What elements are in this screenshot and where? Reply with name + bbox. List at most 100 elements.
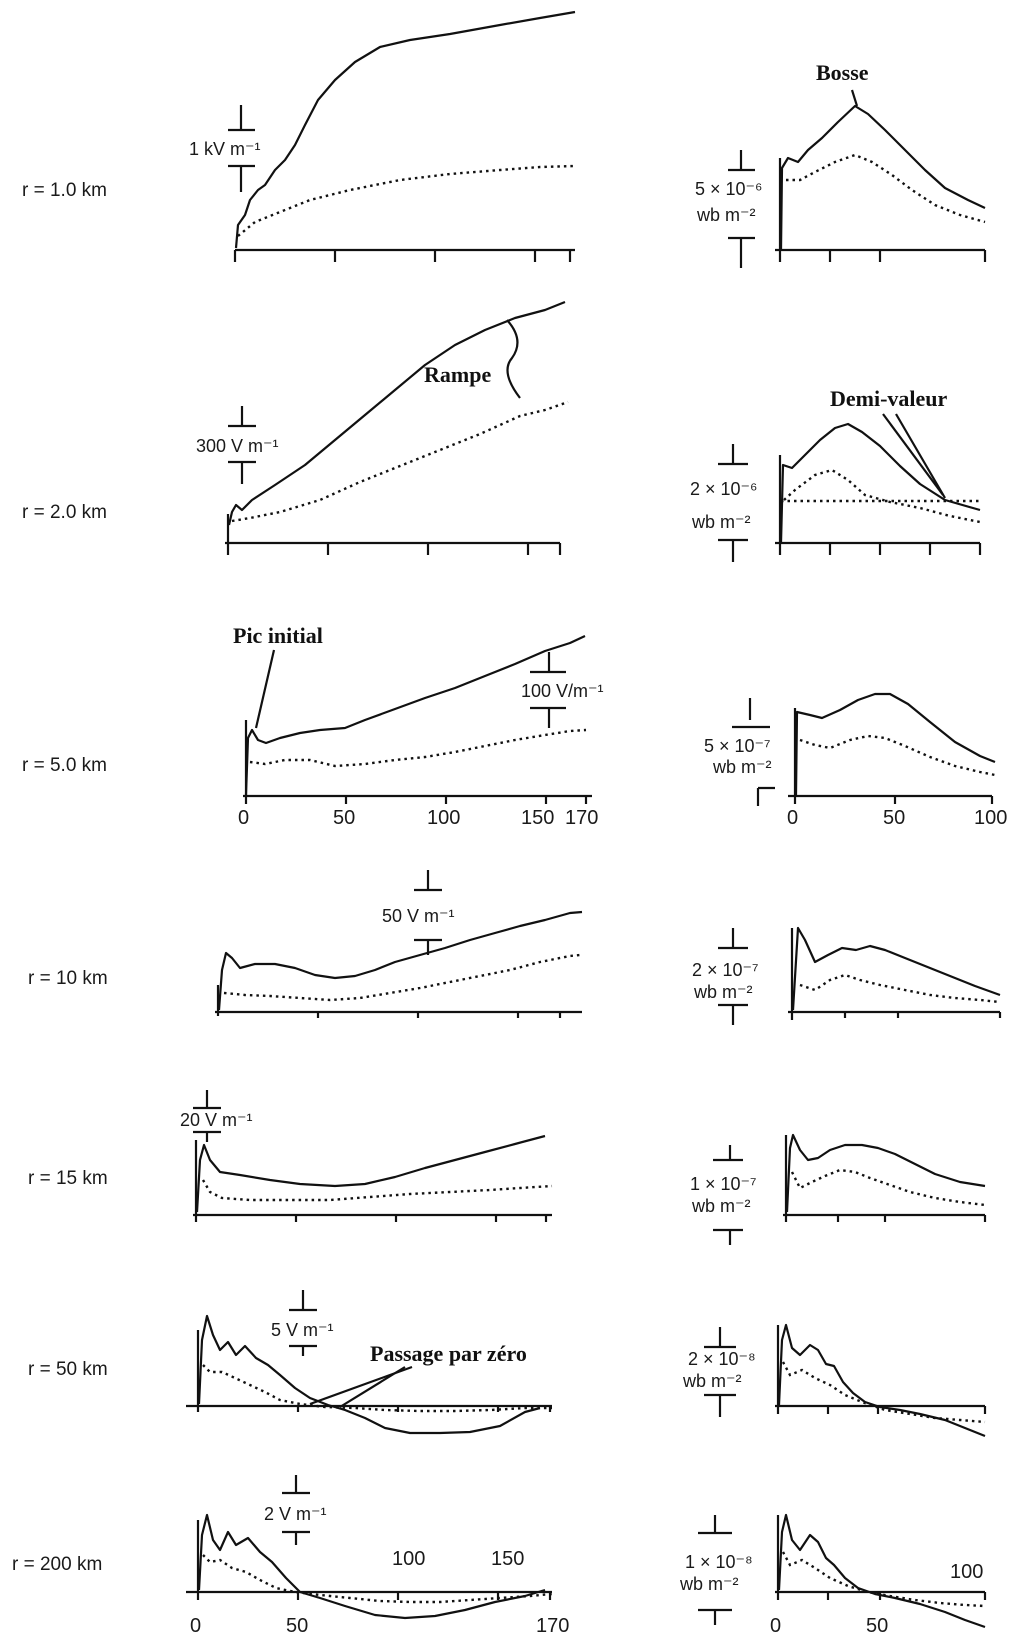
row-label-4: r = 10 km <box>28 968 108 989</box>
b-field-total-4 <box>791 926 1001 1011</box>
row-label-7: r = 200 km <box>12 1554 102 1575</box>
e-scale-bar-2 <box>228 406 256 484</box>
b-field-total-1 <box>779 104 986 251</box>
b-scale-label-6a: 2 × 10⁻⁸ <box>688 1349 756 1369</box>
e-field-panel-5: 20 V m⁻¹ <box>180 1090 553 1222</box>
b-scale-bar-2 <box>718 444 748 562</box>
b-scale-bar-3 <box>732 698 775 806</box>
e-field-radiation-5 <box>201 1179 553 1202</box>
b-tick-label: 0 <box>787 807 798 829</box>
e-field-radiation-3 <box>249 728 587 768</box>
row-label-1: r = 1.0 km <box>22 180 107 201</box>
b-field-radiation-4 <box>799 973 1001 1004</box>
b-field-panel-3: 5 × 10⁻⁷ wb m⁻² 0 50 100 <box>704 692 1007 829</box>
e-field-radiation-1 <box>237 164 576 237</box>
e-tick-label: 0 <box>190 1615 201 1636</box>
b-field-panel-1: 5 × 10⁻⁶ wb m⁻² <box>695 104 987 268</box>
b-field-radiation-7 <box>781 1551 986 1608</box>
b-scale-label-1b: wb m⁻² <box>696 205 756 225</box>
b-scale-label-7b: wb m⁻² <box>679 1574 739 1594</box>
e-scale-bar-7 <box>282 1475 310 1545</box>
e-scale-label-3: 100 V/m⁻¹ <box>521 681 604 701</box>
b-field-panel-6: 2 × 10⁻⁸ wb m⁻² <box>682 1323 987 1438</box>
b-scale-label-4b: wb m⁻² <box>693 982 753 1002</box>
e-scale-bar-3 <box>530 652 566 728</box>
b-scale-label-4a: 2 × 10⁻⁷ <box>692 960 759 980</box>
b-scale-bar-4 <box>718 928 748 1025</box>
e-tick-label: 50 <box>333 807 355 829</box>
e-field-radiation-2 <box>231 400 569 523</box>
b-scale-bar-6 <box>704 1327 736 1417</box>
b-field-radiation-2 <box>783 468 981 524</box>
e-field-total-6 <box>197 1314 541 1435</box>
b-field-radiation-5 <box>790 1168 986 1207</box>
e-field-radiation-7 <box>202 1554 553 1604</box>
e-tick-label: 50 <box>286 1615 308 1636</box>
annotation-passage-zero: Passage par zéro <box>370 1341 527 1366</box>
e-field-total-4 <box>217 910 583 1011</box>
b-field-panel-5: 1 × 10⁻⁷ wb m⁻² <box>690 1133 987 1245</box>
row-label-3: r = 5.0 km <box>22 755 107 776</box>
b-field-radiation-6 <box>781 1361 986 1424</box>
e-scale-label-6: 5 V m⁻¹ <box>271 1320 334 1340</box>
b-scale-label-6b: wb m⁻² <box>682 1371 742 1391</box>
b-scale-label-7a: 1 × 10⁻⁸ <box>685 1552 753 1572</box>
b-field-total-6 <box>777 1323 986 1438</box>
e-field-panel-2: 300 V m⁻¹ <box>196 300 569 555</box>
e-field-total-2 <box>227 300 566 526</box>
b-field-total-2 <box>779 422 981 544</box>
annotation-demi-valeur-pointer-2 <box>882 413 944 496</box>
b-field-panel-2: 2 × 10⁻⁶ wb m⁻² <box>690 422 982 562</box>
b-tick-label: 50 <box>883 807 905 829</box>
annotation-bosse: Bosse <box>816 60 869 85</box>
e-field-total-5 <box>195 1134 546 1213</box>
b-tick-label: 50 <box>866 1615 888 1636</box>
e-field-total-3 <box>244 635 586 796</box>
b-tick-label: 100 <box>974 807 1007 829</box>
e-field-radiation-4 <box>223 953 581 1002</box>
e-field-radiation-6 <box>202 1364 552 1413</box>
b-scale-label-1a: 5 × 10⁻⁶ <box>695 179 762 199</box>
annotation-demi-valeur: Demi-valeur <box>830 386 948 411</box>
b-scale-label-2b: wb m⁻² <box>691 512 751 532</box>
row-label-2: r = 2.0 km <box>22 502 107 523</box>
annotation-pic-initial: Pic initial <box>233 623 323 648</box>
b-scale-bar-5 <box>713 1145 743 1245</box>
e-field-panel-3: 100 V/m⁻¹ 0 50 100 150 170 <box>238 635 604 829</box>
annotation-pic-initial-pointer <box>254 649 276 729</box>
annotation-passage-pointer-2 <box>339 1366 406 1408</box>
b-scale-label-5a: 1 × 10⁻⁷ <box>690 1174 757 1194</box>
e-scale-bar-4 <box>414 870 442 955</box>
b-field-total-5 <box>785 1133 986 1213</box>
e-tick-label: 150 <box>521 807 554 829</box>
b-scale-label-3b: wb m⁻² <box>712 757 772 777</box>
e-scale-bar-5 <box>193 1090 221 1142</box>
b-scale-bar-7 <box>698 1515 732 1625</box>
b-tick-label: 0 <box>770 1615 781 1636</box>
e-tick-label: 100 <box>427 807 460 829</box>
b-field-total-3 <box>794 692 996 796</box>
b-field-panel-7: 1 × 10⁻⁸ wb m⁻² 0 50 100 <box>679 1513 987 1636</box>
e-tick-label: 170 <box>536 1615 569 1636</box>
annotation-rampe: Rampe <box>424 362 491 387</box>
e-scale-label-4: 50 V m⁻¹ <box>382 906 455 926</box>
e-scale-label-7: 2 V m⁻¹ <box>264 1504 327 1524</box>
b-field-radiation-3 <box>799 734 996 777</box>
b-scale-label-2a: 2 × 10⁻⁶ <box>690 479 757 499</box>
e-field-total-7 <box>197 1513 546 1620</box>
annotation-rampe-brace <box>506 319 521 399</box>
b-scale-label-3a: 5 × 10⁻⁷ <box>704 736 771 756</box>
b-field-total-7 <box>777 1513 986 1629</box>
b-scale-label-5b: wb m⁻² <box>691 1196 751 1216</box>
e-field-panel-7: 2 V m⁻¹ 0 50 100 150 170 <box>186 1475 569 1636</box>
e-scale-label-5: 20 V m⁻¹ <box>180 1110 253 1130</box>
e-field-panel-1: 1 kV m⁻¹ <box>189 10 576 262</box>
e-tick-label: 170 <box>565 807 598 829</box>
row-label-6: r = 50 km <box>28 1359 108 1380</box>
row-label-5: r = 15 km <box>28 1168 108 1189</box>
e-scale-bar-6 <box>289 1290 317 1356</box>
e-field-panel-6: 5 V m⁻¹ <box>186 1290 552 1435</box>
e-scale-bar-1 <box>228 105 255 192</box>
b-tick-label: 100 <box>950 1561 983 1583</box>
